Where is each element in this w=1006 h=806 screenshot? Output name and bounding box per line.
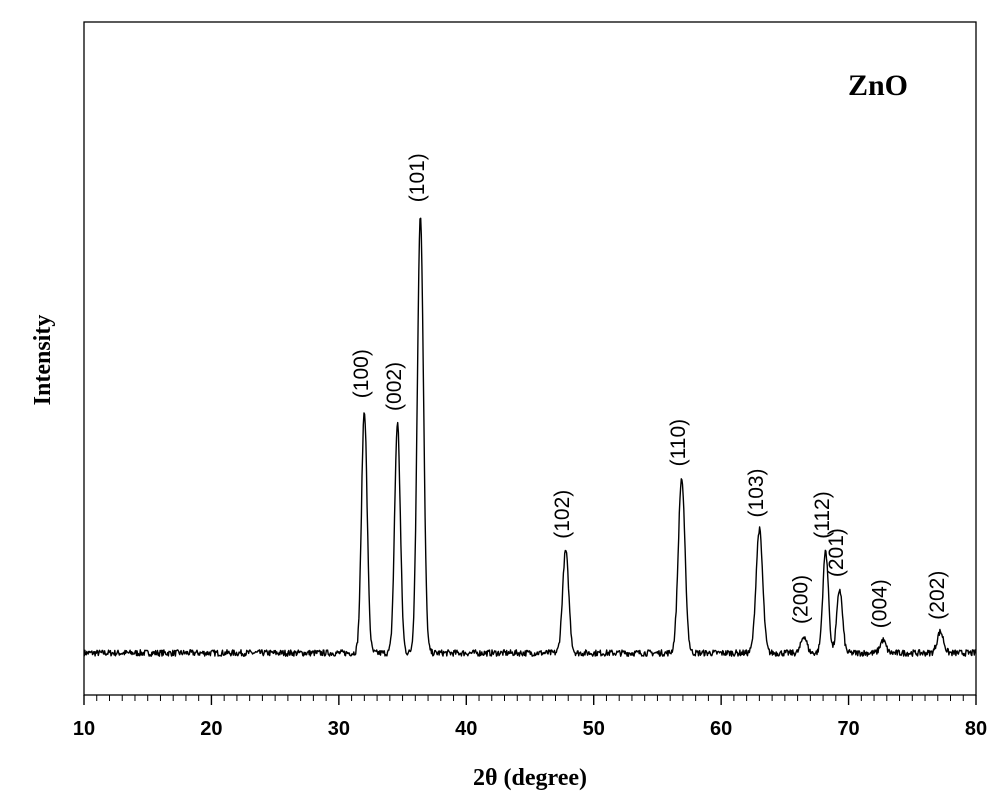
peak-label: (103) [745, 468, 768, 517]
x-tick-label: 70 [837, 718, 859, 740]
peak-label: (100) [350, 349, 373, 398]
plot-frame [83, 21, 977, 696]
y-axis-label: Intensity [30, 315, 56, 406]
x-tick-label: 40 [455, 718, 477, 740]
x-tick-label: 80 [965, 718, 987, 740]
compound-label: ZnO [848, 69, 908, 102]
x-tick-label: 10 [73, 718, 95, 740]
peak-label: (110) [667, 419, 690, 466]
peak-label: (101) [406, 153, 429, 202]
peak-label: (200) [790, 575, 813, 624]
x-tick-labels: 10 20 30 40 50 60 70 80 [73, 718, 987, 740]
x-tick-label: 60 [710, 718, 732, 740]
x-axis-label: 2θ (degree) [473, 765, 587, 791]
x-tick-label: 50 [583, 718, 605, 740]
peak-label: (004) [869, 579, 892, 628]
peak-label: (201) [825, 528, 848, 577]
peak-label: (102) [551, 490, 574, 539]
x-tick-label: 20 [200, 718, 222, 740]
diffraction-pattern-line [83, 217, 977, 657]
peak-label: (202) [926, 571, 949, 620]
x-axis [83, 695, 977, 705]
peak-label: (112) [811, 491, 834, 538]
x-tick-label: 30 [328, 718, 350, 740]
peak-labels: (100) (002) (101) (102) (110) (103) (200) (112)… [350, 153, 949, 628]
peak-label: (002) [383, 362, 406, 411]
